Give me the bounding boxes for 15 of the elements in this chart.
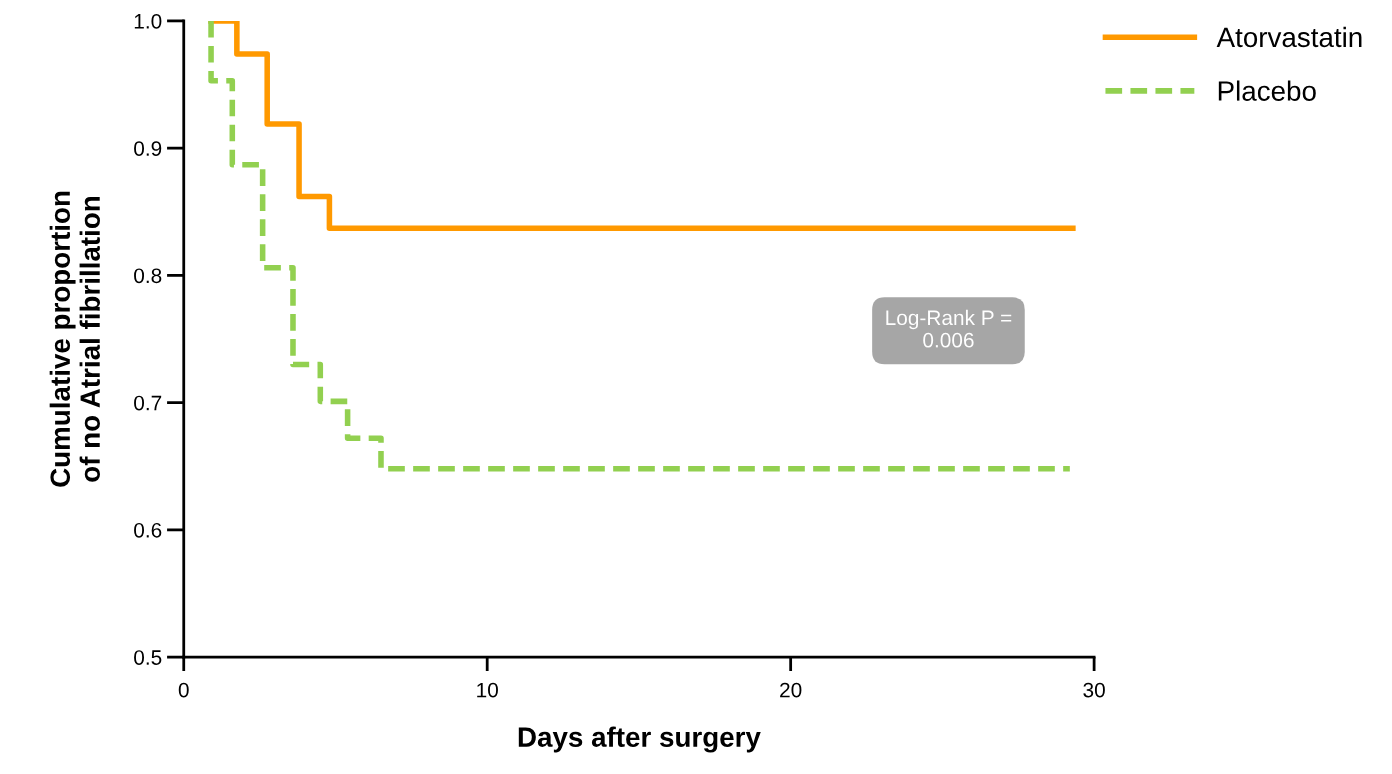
y-tick-label: 0.9 — [134, 141, 162, 156]
y-axis-title: Cumulative proportion of no Atrial fibrillation — [49, 191, 100, 487]
y-tick-label: 0.8 — [134, 268, 162, 284]
legend-label: Atorvastatin — [1216, 26, 1362, 48]
y-tick-label: 1.0 — [134, 13, 162, 29]
y-tick-label: 0.6 — [134, 522, 162, 538]
x-tick-label: 10 — [477, 682, 498, 698]
annotation: Log-Rank P = 0.006 — [886, 309, 1012, 348]
y-tick-label: 0.5 — [134, 650, 162, 665]
y-tick-label: 0.7 — [134, 395, 162, 411]
legend-label: Placebo — [1218, 80, 1316, 101]
x-tick-label: 30 — [1083, 682, 1105, 698]
x-tick-label: 20 — [780, 682, 802, 698]
x-tick-label: 0 — [178, 682, 189, 698]
x-axis-title: Days after surgery — [518, 726, 761, 753]
